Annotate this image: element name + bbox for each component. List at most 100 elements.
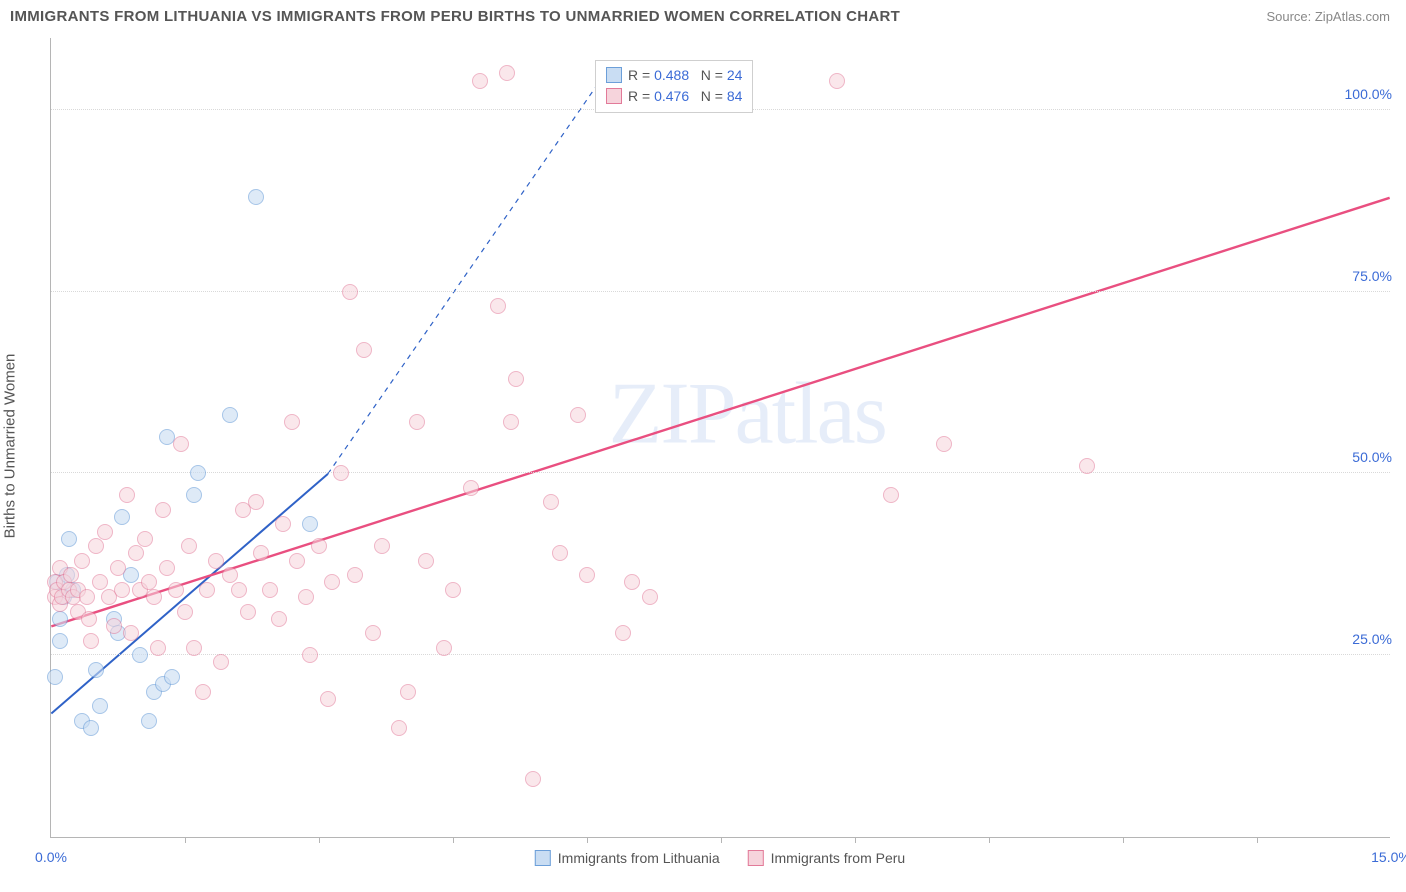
data-point-peru xyxy=(159,560,175,576)
data-point-peru xyxy=(525,771,541,787)
data-point-peru xyxy=(137,531,153,547)
legend: Immigrants from Lithuania Immigrants fro… xyxy=(535,850,905,866)
data-point-peru xyxy=(374,538,390,554)
legend-label: Immigrants from Lithuania xyxy=(558,850,720,866)
data-point-peru xyxy=(615,625,631,641)
data-point-peru xyxy=(499,65,515,81)
data-point-peru xyxy=(74,553,90,569)
data-point-peru xyxy=(195,684,211,700)
legend-item-lithuania: Immigrants from Lithuania xyxy=(535,850,720,866)
data-point-peru xyxy=(409,414,425,430)
data-point-peru xyxy=(320,691,336,707)
data-point-peru xyxy=(298,589,314,605)
watermark: ZIPatlas xyxy=(609,363,886,464)
data-point-peru xyxy=(570,407,586,423)
data-point-peru xyxy=(141,574,157,590)
data-point-peru xyxy=(324,574,340,590)
data-point-lithuania xyxy=(186,487,202,503)
data-point-peru xyxy=(92,574,108,590)
data-point-peru xyxy=(114,582,130,598)
y-tick-label: 100.0% xyxy=(1339,86,1392,102)
data-point-lithuania xyxy=(164,669,180,685)
data-point-peru xyxy=(119,487,135,503)
data-point-peru xyxy=(231,582,247,598)
data-point-peru xyxy=(418,553,434,569)
x-tick xyxy=(721,837,722,843)
data-point-peru xyxy=(150,640,166,656)
data-point-peru xyxy=(199,582,215,598)
data-point-peru xyxy=(883,487,899,503)
data-point-peru xyxy=(88,538,104,554)
stats-row-lithuania: R = 0.488 N = 24 xyxy=(606,65,742,86)
data-point-peru xyxy=(155,502,171,518)
data-point-peru xyxy=(490,298,506,314)
data-point-lithuania xyxy=(61,531,77,547)
data-point-peru xyxy=(262,582,278,598)
data-point-peru xyxy=(356,342,372,358)
data-point-peru xyxy=(168,582,184,598)
data-point-lithuania xyxy=(302,516,318,532)
data-point-lithuania xyxy=(114,509,130,525)
y-axis-label: Births to Unmarried Women xyxy=(2,354,19,539)
x-tick xyxy=(1257,837,1258,843)
data-point-peru xyxy=(579,567,595,583)
data-point-peru xyxy=(445,582,461,598)
source-attribution: Source: ZipAtlas.com xyxy=(1266,9,1390,24)
gridline-h xyxy=(51,472,1390,473)
plot-region: ZIPatlas 25.0%50.0%75.0%100.0%0.0%15.0% xyxy=(50,38,1390,838)
data-point-peru xyxy=(177,604,193,620)
data-point-peru xyxy=(222,567,238,583)
data-point-peru xyxy=(106,618,122,634)
data-point-lithuania xyxy=(88,662,104,678)
data-point-peru xyxy=(240,604,256,620)
data-point-lithuania xyxy=(141,713,157,729)
data-point-lithuania xyxy=(132,647,148,663)
data-point-lithuania xyxy=(52,633,68,649)
data-point-peru xyxy=(83,633,99,649)
data-point-peru xyxy=(543,494,559,510)
data-point-peru xyxy=(302,647,318,663)
data-point-peru xyxy=(391,720,407,736)
legend-swatch-icon xyxy=(535,850,551,866)
data-point-peru xyxy=(79,589,95,605)
data-point-peru xyxy=(208,553,224,569)
chart-title: IMMIGRANTS FROM LITHUANIA VS IMMIGRANTS … xyxy=(10,8,900,25)
gridline-h xyxy=(51,291,1390,292)
data-point-peru xyxy=(503,414,519,430)
x-tick xyxy=(453,837,454,843)
data-point-peru xyxy=(829,73,845,89)
data-point-peru xyxy=(342,284,358,300)
legend-label: Immigrants from Peru xyxy=(771,850,906,866)
data-point-peru xyxy=(123,625,139,641)
data-point-peru xyxy=(213,654,229,670)
data-point-lithuania xyxy=(248,189,264,205)
data-point-peru xyxy=(248,494,264,510)
x-tick xyxy=(185,837,186,843)
data-point-peru xyxy=(400,684,416,700)
x-tick xyxy=(587,837,588,843)
data-point-peru xyxy=(181,538,197,554)
correlation-stats-box: R = 0.488 N = 24R = 0.476 N = 84 xyxy=(595,60,753,113)
data-point-peru xyxy=(936,436,952,452)
data-point-peru xyxy=(436,640,452,656)
data-point-peru xyxy=(347,567,363,583)
data-point-lithuania xyxy=(52,611,68,627)
data-point-peru xyxy=(1079,458,1095,474)
trend-lines xyxy=(51,38,1390,837)
data-point-lithuania xyxy=(190,465,206,481)
data-point-peru xyxy=(81,611,97,627)
data-point-peru xyxy=(463,480,479,496)
data-point-peru xyxy=(253,545,269,561)
y-tick-label: 50.0% xyxy=(1346,449,1392,465)
data-point-peru xyxy=(186,640,202,656)
x-tick xyxy=(989,837,990,843)
x-tick xyxy=(319,837,320,843)
stats-row-peru: R = 0.476 N = 84 xyxy=(606,86,742,107)
data-point-peru xyxy=(97,524,113,540)
data-point-peru xyxy=(508,371,524,387)
chart-plot-area: ZIPatlas 25.0%50.0%75.0%100.0%0.0%15.0% … xyxy=(50,38,1390,838)
data-point-peru xyxy=(146,589,162,605)
gridline-h xyxy=(51,654,1390,655)
data-point-peru xyxy=(472,73,488,89)
data-point-peru xyxy=(284,414,300,430)
